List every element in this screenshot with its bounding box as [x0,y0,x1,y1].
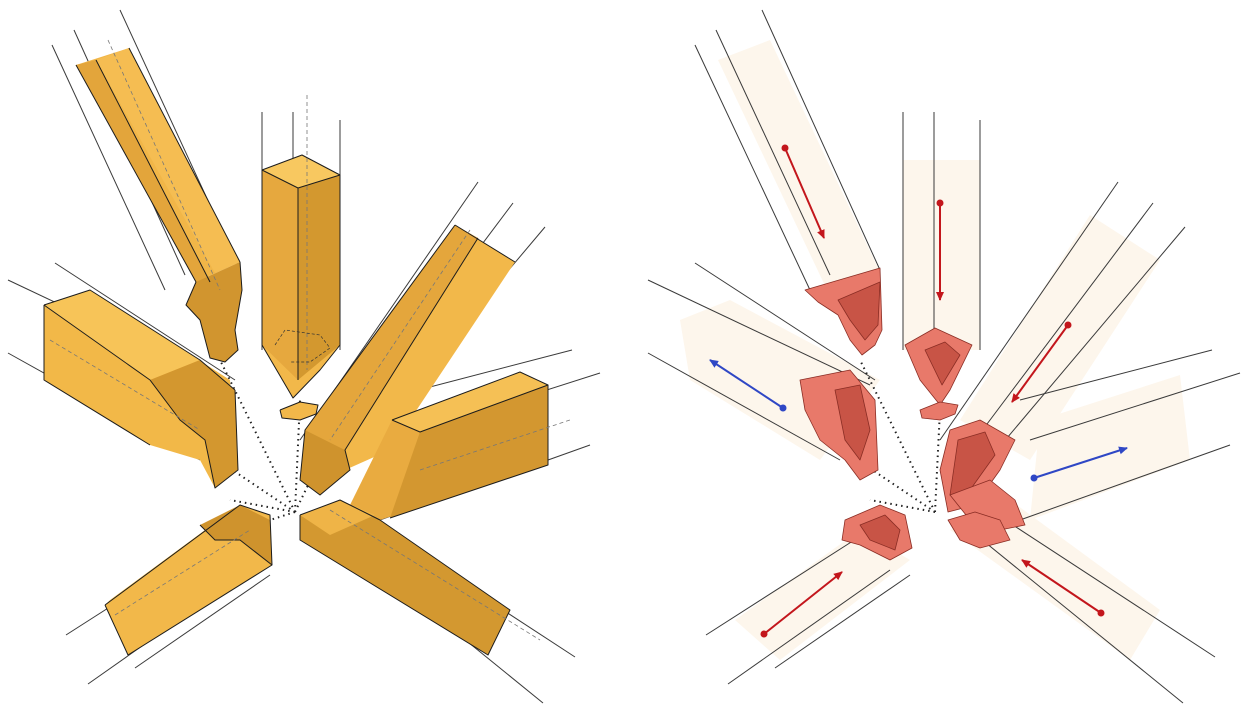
arrow-top-center [936,199,944,301]
arrow-lower-right [1021,559,1105,617]
arrow-upper-left [781,144,825,239]
right-panel [647,9,1241,704]
contact-faces [799,267,1026,561]
member-left [43,289,239,489]
member-upper-right [299,224,516,496]
arrow-upper-right [1011,321,1072,403]
right-center-lines [859,359,941,513]
member-right [350,371,571,520]
contact-face-upper-left [804,267,883,356]
contact-face-lower-right [947,511,1011,549]
left-panel [7,9,601,704]
contact-face-left [799,369,879,481]
member-top-center [261,95,341,399]
arrow-lower-left [760,571,843,638]
member-upper-left [75,39,243,363]
member-lower-right [299,499,541,656]
contact-face-key [919,401,959,421]
right-guide-lines [647,9,1241,704]
arrow-right [1030,446,1128,482]
contact-face-lower-left [841,504,913,561]
insertion-arrows [709,144,1128,638]
key-piece [279,401,319,421]
contact-face-top-center [904,327,973,406]
member-lower-left [104,504,273,656]
arrow-left [709,359,787,412]
